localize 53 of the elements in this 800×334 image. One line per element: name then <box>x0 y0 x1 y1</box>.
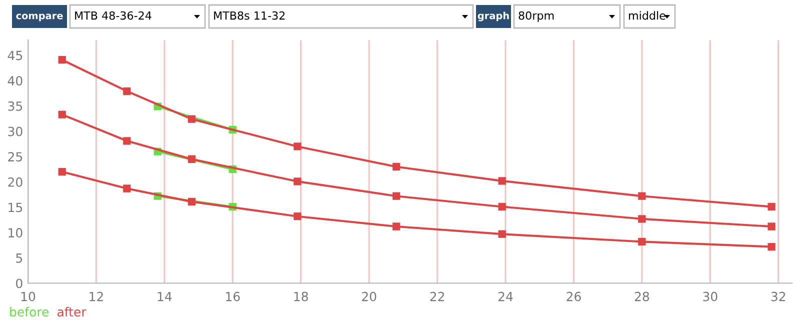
y-tick-label: 40 <box>8 76 22 86</box>
point <box>498 177 506 185</box>
point <box>498 202 506 211</box>
text: before <box>10 306 49 317</box>
y-tick-label: 20 <box>8 177 22 187</box>
point <box>768 222 776 230</box>
y-tick-label: 0 <box>16 278 22 288</box>
point <box>768 242 776 251</box>
x-tick-label: 32 <box>771 292 786 302</box>
x-tick-label: 16 <box>226 292 240 302</box>
y-tick-label: 35 <box>8 101 22 111</box>
x-tick-label: 28 <box>634 292 650 302</box>
text: MTB 48-36-24 <box>75 11 152 20</box>
point <box>58 56 66 64</box>
text: middle <box>629 11 666 20</box>
point <box>498 230 506 238</box>
y-tick-label: 5 <box>16 254 22 263</box>
x-tick-label: 26 <box>566 292 581 302</box>
text: graph <box>478 12 509 22</box>
x-tick-label: 12 <box>90 292 103 302</box>
x-tick-label: 14 <box>158 292 172 302</box>
text: after <box>57 306 86 317</box>
point <box>294 178 302 186</box>
point <box>392 222 400 230</box>
x-tick-label: 18 <box>294 292 308 302</box>
x-tick-label: 24 <box>498 292 513 302</box>
point <box>58 110 66 118</box>
x-tick-label: 22 <box>430 292 444 302</box>
text: MTB8s 11-32 <box>214 11 285 20</box>
text: 80rpm <box>518 11 554 22</box>
point <box>58 168 66 176</box>
y-tick-label: 30 <box>8 126 22 136</box>
point <box>123 87 131 96</box>
y-tick-label: 25 <box>8 152 22 162</box>
point <box>638 192 646 200</box>
x-tick-label: 30 <box>703 292 718 302</box>
text: compare <box>16 14 63 22</box>
point <box>188 115 196 123</box>
point <box>392 192 400 200</box>
point <box>638 215 646 223</box>
point <box>392 162 400 171</box>
y-tick-label: 10 <box>8 228 22 238</box>
x-tick-label: 20 <box>362 292 376 302</box>
point <box>123 184 131 192</box>
point <box>638 238 646 246</box>
point <box>294 212 302 220</box>
point <box>188 155 196 163</box>
point <box>768 202 776 211</box>
point <box>294 142 302 150</box>
point <box>123 137 131 145</box>
y-tick-label: 45 <box>8 50 22 60</box>
point <box>188 198 196 206</box>
y-tick-label: 15 <box>8 202 22 212</box>
